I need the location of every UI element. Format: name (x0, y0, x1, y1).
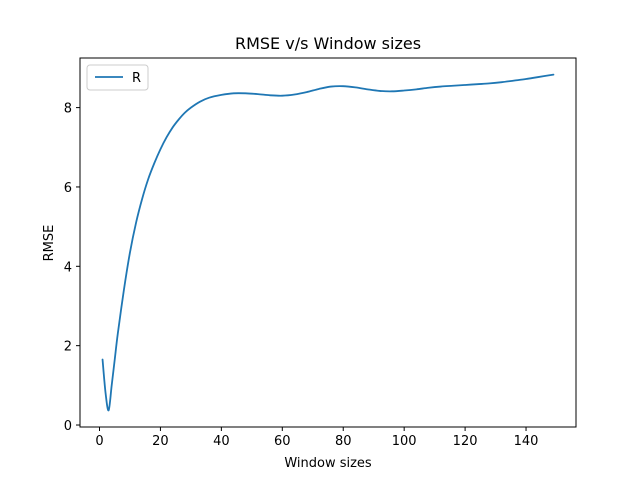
x-axis-label: Window sizes (284, 456, 372, 471)
chart-title: RMSE v/s Window sizes (235, 34, 421, 53)
x-tick-label: 20 (152, 434, 169, 449)
y-tick-label: 8 (64, 102, 72, 117)
x-tick-label: 120 (453, 434, 478, 449)
y-axis-label: RMSE (42, 225, 57, 262)
plot-frame (79, 57, 577, 428)
y-tick-label: 2 (64, 340, 72, 355)
series-layer (101, 73, 555, 412)
x-tick-label: 40 (213, 434, 230, 449)
x-tick-label: 140 (514, 434, 539, 449)
x-tick-label: 80 (335, 434, 352, 449)
y-tick-label: 0 (64, 419, 72, 434)
x-tick-label: 0 (95, 434, 103, 449)
x-tick-label: 60 (274, 434, 291, 449)
y-tick-label: 6 (64, 181, 72, 196)
legend: R (86, 64, 149, 91)
y-tick-label: 4 (64, 260, 72, 275)
series-line-r (101, 73, 555, 412)
legend-label-r: R (132, 71, 141, 86)
x-tick-label: 100 (392, 434, 417, 449)
plot-area (80, 58, 576, 427)
ticks-layer: 0 20 40 60 80 100 120 140 0 2 4 6 8 (64, 102, 539, 449)
